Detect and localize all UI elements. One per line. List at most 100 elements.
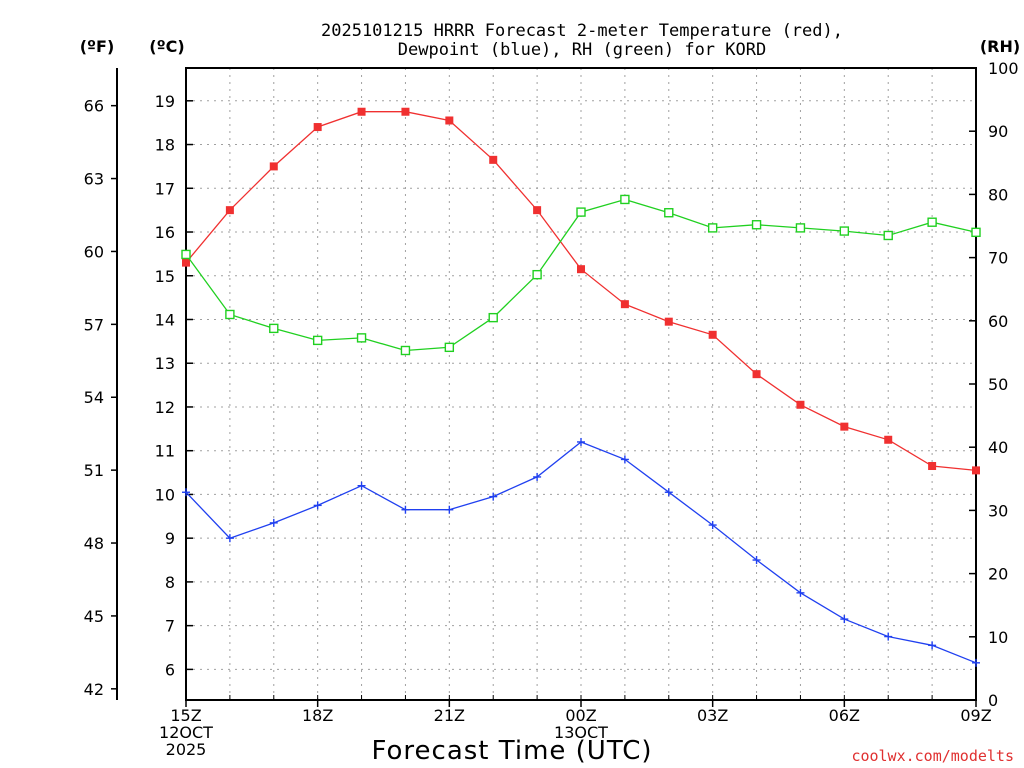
dewpoint-point: [489, 492, 498, 501]
2-meter-temperature-line: [185, 111, 977, 472]
rh-point: [707, 223, 718, 233]
x-tick-label: 18Z: [302, 706, 333, 725]
rh-tick-label: 40: [988, 438, 1008, 457]
2-meter-temperature-point: [752, 370, 761, 379]
celsius-tick-label: 17: [155, 179, 175, 198]
rh-tick-label: 90: [988, 122, 1008, 141]
fahrenheit-tick-label: 42: [84, 680, 104, 699]
x-tick-label: 15Z: [170, 706, 201, 725]
fahrenheit-tick-label: 45: [84, 607, 104, 626]
celsius-tick-label: 14: [155, 310, 175, 329]
fahrenheit-tick-label: 48: [84, 534, 104, 553]
rh-point: [883, 230, 893, 241]
dewpoint-point: [269, 518, 278, 527]
x-tick-label: 03Z: [697, 706, 728, 725]
x-axis-title: Forecast Time (UTC): [371, 736, 652, 766]
dewpoint-point: [972, 658, 980, 667]
series-layer: [181, 107, 981, 667]
celsius-tick-label: 12: [155, 398, 175, 417]
2-meter-temperature-point: [401, 107, 410, 116]
fahrenheit-tick-label: 51: [84, 461, 104, 480]
grid-layer: [186, 68, 976, 700]
2-meter-temperature-point: [972, 466, 980, 475]
rh-point: [664, 208, 674, 218]
axes-layer: 4245485154576063666789101112131415161718…: [84, 59, 1019, 759]
rh-tick-label: 10: [988, 628, 1008, 647]
celsius-tick-label: 6: [165, 660, 175, 679]
dewpoint-point: [664, 488, 673, 497]
2-meter-temperature-point: [489, 155, 498, 164]
fahrenheit-tick-label: 57: [84, 315, 104, 334]
celsius-tick-label: 10: [155, 485, 175, 504]
fahrenheit-unit-label: (ºF): [80, 37, 115, 56]
dewpoint-point: [401, 505, 410, 514]
fahrenheit-tick-label: 60: [84, 242, 104, 261]
rh-tick-label: 100: [988, 59, 1019, 78]
rh-point: [971, 227, 981, 238]
credit-label: coolwx.com/modelts: [851, 747, 1014, 765]
rh-tick-label: 20: [988, 565, 1008, 584]
celsius-tick-label: 13: [155, 354, 175, 373]
dewpoint-point: [225, 534, 234, 543]
dewpoint-point: [796, 588, 805, 597]
rh-unit-label: (RH): [980, 37, 1020, 56]
celsius-tick-label: 8: [165, 573, 175, 592]
fahrenheit-tick-label: 63: [84, 170, 104, 189]
2-meter-temperature-point: [313, 123, 322, 132]
rh-point: [400, 345, 411, 356]
rh-point: [181, 249, 191, 260]
celsius-tick-label: 7: [165, 617, 175, 636]
2-meter-temperature-point: [445, 116, 454, 125]
fahrenheit-tick-label: 66: [84, 97, 104, 116]
celsius-tick-label: 15: [155, 267, 175, 286]
rh-point: [444, 342, 455, 353]
2-meter-temperature-point: [840, 422, 849, 431]
rh-point: [532, 269, 542, 280]
2-meter-temperature-point: [269, 162, 278, 171]
chart-title-line-1: 2025101215 HRRR Forecast 2-meter Tempera…: [321, 21, 843, 41]
rh-point: [225, 309, 235, 320]
x-tick-label: 06Z: [829, 706, 860, 725]
rh-point: [839, 226, 850, 236]
rh-point: [269, 323, 279, 334]
2-meter-temperature-point: [533, 206, 542, 215]
fahrenheit-tick-label: 54: [84, 388, 104, 407]
x-tick-label: 09Z: [960, 706, 991, 725]
x-tick-label: 2025: [166, 740, 207, 759]
x-tick-label: 00Z: [565, 706, 596, 725]
rh-tick-label: 80: [988, 185, 1008, 204]
celsius-tick-label: 9: [165, 529, 175, 548]
rh-tick-label: 60: [988, 312, 1008, 331]
rh-tick-label: 30: [988, 501, 1008, 520]
dewpoint-point: [708, 521, 717, 530]
celsius-tick-label: 16: [155, 223, 175, 242]
rh-tick-label: 0: [988, 691, 998, 710]
rh-point: [751, 220, 762, 230]
dewpoint-point: [620, 455, 629, 464]
dewpoint-point: [752, 556, 761, 565]
celsius-tick-label: 18: [155, 136, 175, 155]
dewpoint-point: [357, 481, 366, 490]
x-tick-label: 13OCT: [554, 723, 608, 742]
2-meter-temperature-point: [577, 265, 585, 274]
rh-point: [356, 333, 367, 343]
dewpoint-point: [445, 505, 454, 514]
2-meter-temperature-point: [620, 300, 629, 309]
rh-point: [312, 335, 323, 346]
rh-tick-label: 50: [988, 375, 1008, 394]
x-tick-label: 21Z: [434, 706, 465, 725]
2-meter-temperature-point: [796, 400, 805, 409]
2-meter-temperature-point: [928, 462, 937, 471]
dewpoint-point: [182, 488, 190, 497]
rh-point: [620, 194, 630, 205]
rh-tick-label: 70: [988, 249, 1008, 268]
rh-point: [927, 217, 937, 227]
rh-point: [576, 207, 586, 217]
celsius-unit-label: (ºC): [149, 37, 184, 56]
dewpoint-point: [840, 615, 849, 624]
dewpoint-point: [577, 437, 585, 446]
dewpoint-point: [928, 641, 937, 650]
2-meter-temperature-point: [884, 435, 893, 444]
dewpoint-point: [533, 472, 542, 481]
2-meter-temperature-point: [182, 258, 190, 267]
